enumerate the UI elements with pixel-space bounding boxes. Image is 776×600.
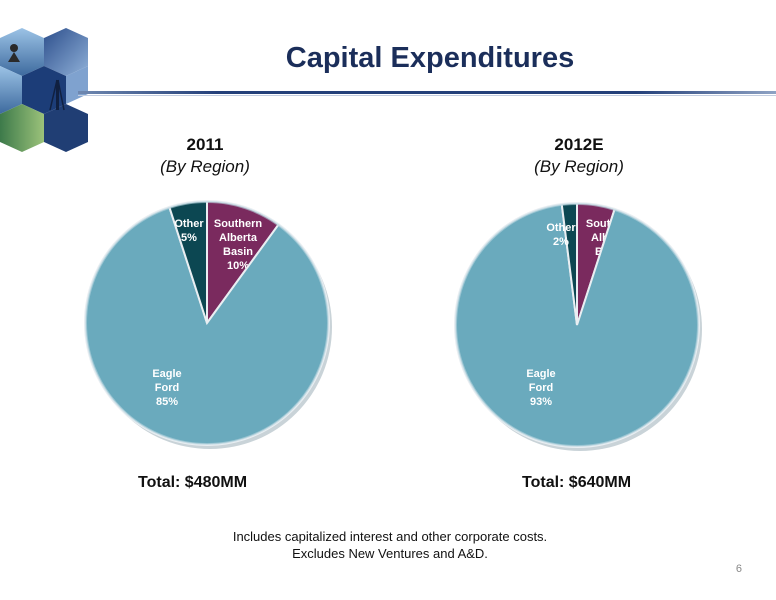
company-logo: [0, 28, 88, 152]
pie-rim: [85, 201, 329, 445]
footnote-line-1: Includes capitalized interest and other …: [232, 529, 548, 544]
title-rule: [78, 91, 776, 94]
pie-chart-2011: Southern Alberta Basin 10% Eagle Ford 85% Other…: [84, 199, 332, 449]
pie-chart-2012e: SouthernAlbertaBasin5%EagleFord93%Other2…: [454, 201, 702, 451]
pie-label-2012e-eagle-ford: Eagle Ford 93%: [526, 368, 555, 408]
footnote-line-2: Excludes New Ventures and A&D.: [292, 546, 488, 561]
chart-2012e-subtitle: (By Region): [534, 157, 624, 176]
chart-2011-total: Total: $480MM: [138, 474, 248, 491]
pie-label-2011-eagle-ford: Eagle Ford 85%: [152, 368, 181, 408]
chart-2012e-title: 2012E: [554, 135, 604, 154]
page-title: Capital Expenditures: [285, 42, 575, 74]
pie-label-2011-southern-alberta-basin: Southern Alberta Basin 10%: [214, 218, 263, 272]
pie-label-2012e-other: Other 2%: [546, 222, 576, 248]
page-number: 6: [735, 563, 742, 575]
title-rule-thin: [78, 95, 776, 96]
chart-2012e-title-block: 2012E (By Region): [504, 134, 654, 178]
pie-rim: [455, 203, 699, 447]
chart-2012e-total: Total: $640MM: [522, 474, 632, 491]
chart-2011-title: 2011: [186, 135, 224, 154]
pie-label-2011-other: Other 5%: [174, 218, 204, 244]
chart-2011-title-block: 2011 (By Region): [130, 134, 280, 178]
chart-2011-subtitle: (By Region): [160, 157, 250, 176]
pie-slice-2012e-other: [560, 201, 578, 326]
footnote: Includes capitalized interest and other …: [160, 528, 620, 562]
